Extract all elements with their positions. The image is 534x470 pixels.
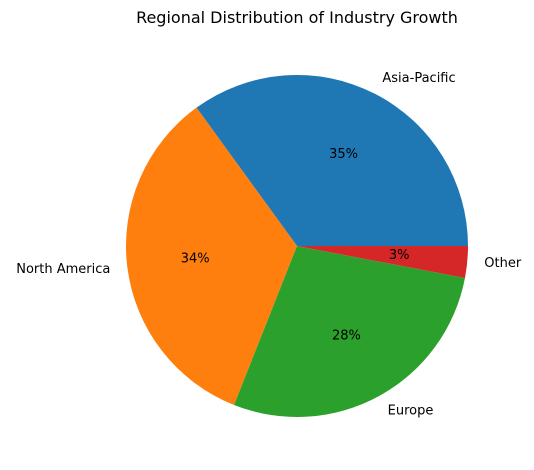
slice-percent-europe: 28% xyxy=(332,328,361,343)
pie-slices xyxy=(126,75,469,417)
slice-north-america xyxy=(126,107,298,405)
slice-label-north-america: North America xyxy=(16,262,110,277)
slice-percent-north-america: 34% xyxy=(181,251,210,266)
slice-percent-asia-pacific: 35% xyxy=(329,147,358,162)
slice-percent-other: 3% xyxy=(389,248,410,263)
slice-label-asia-pacific: Asia-Pacific xyxy=(382,71,455,86)
slice-label-other: Other xyxy=(484,256,522,271)
slice-europe xyxy=(234,246,465,417)
slice-label-europe: Europe xyxy=(388,403,434,418)
slice-other xyxy=(297,246,468,279)
slice-asia-pacific xyxy=(196,75,469,247)
chart-title: Regional Distribution of Industry Growth xyxy=(136,8,458,27)
pie-labels: Asia-Pacific 35% North America 34% Europe 28%… xyxy=(16,71,522,418)
